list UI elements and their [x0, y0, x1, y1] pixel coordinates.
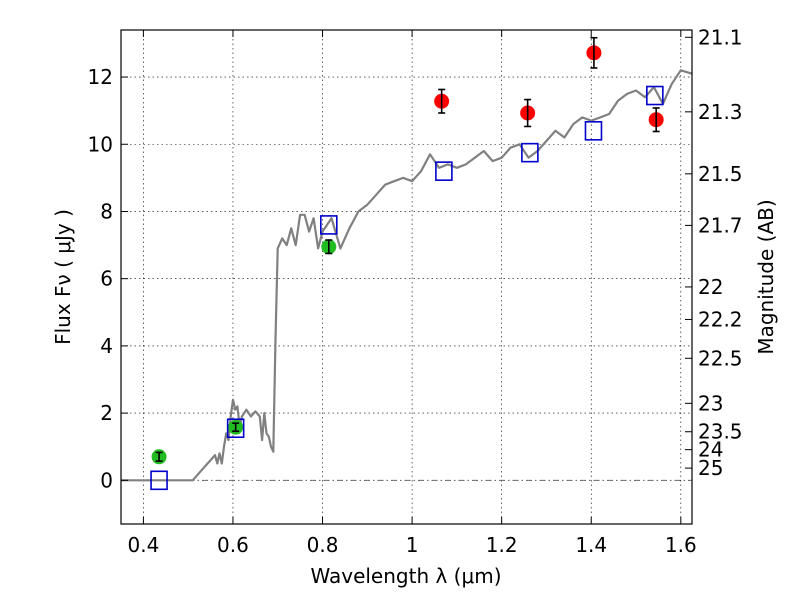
x-tick-label: 1.6: [665, 533, 697, 557]
y2-tick-label: 22: [698, 275, 723, 299]
model-spectrum: [121, 69, 693, 482]
y2-tick-label: 21.1: [698, 25, 743, 49]
y2-tick-label: 23: [698, 391, 723, 415]
photometry-point: [434, 88, 450, 114]
tick-labels: 0.4 0.6 0.8 1 1.2 1.4 1.602468101221.121.321.5…: [88, 25, 743, 557]
y-tick-label: 10: [88, 132, 113, 156]
photometry-point: [586, 36, 602, 69]
y2-tick-label: 21.7: [698, 213, 743, 237]
y2-tick-label: 21.5: [698, 162, 743, 186]
y2-tick-label: 21.3: [698, 100, 743, 124]
y-tick-label: 12: [88, 65, 113, 89]
y2-tick-label: 23.5: [698, 420, 743, 444]
y-axis-label: Flux Fν ( μJy ): [51, 209, 75, 345]
plot-frame: [120, 29, 693, 525]
x-tick-label: 0.6: [217, 533, 249, 557]
photometry-point: [228, 419, 244, 435]
x-tick-label: 1.4: [575, 533, 607, 557]
model-band-square: [435, 161, 453, 181]
model-band-square: [150, 470, 168, 491]
y2-tick-label: 24: [698, 438, 723, 462]
y-tick-label: 0: [100, 468, 113, 492]
model-band-square: [521, 142, 539, 163]
y-tick-label: 4: [100, 334, 113, 358]
y2-axis-label: Magnitude (AB): [754, 199, 778, 354]
y-tick-label: 6: [100, 267, 113, 291]
model-band-square: [584, 121, 603, 141]
model-band-square: [226, 418, 245, 439]
model-band-square: [646, 85, 664, 106]
spectrum-line: [121, 69, 693, 482]
grid-lines: [121, 30, 692, 524]
y-tick-label: 2: [100, 401, 113, 425]
x-tick-label: 0.4: [127, 533, 159, 557]
y2-tick-label: 22.2: [698, 307, 743, 331]
y2-tick-label: 25: [698, 456, 723, 480]
axis-ticks: [121, 30, 692, 524]
x-tick-label: 1.2: [486, 533, 518, 557]
photometry-point: [648, 107, 664, 133]
photometry-point: [321, 239, 337, 255]
model-band-square: [319, 215, 338, 235]
photometry-point: [151, 449, 167, 465]
y-tick-label: 8: [100, 199, 113, 223]
y2-tick-label: 22.5: [698, 346, 743, 370]
x-axis-label: Wavelength λ (μm): [310, 564, 501, 588]
photometry-markers: [150, 36, 664, 491]
x-tick-label: 0.8: [307, 533, 339, 557]
photometry-point: [520, 98, 536, 128]
x-tick-label: 1: [406, 533, 419, 557]
